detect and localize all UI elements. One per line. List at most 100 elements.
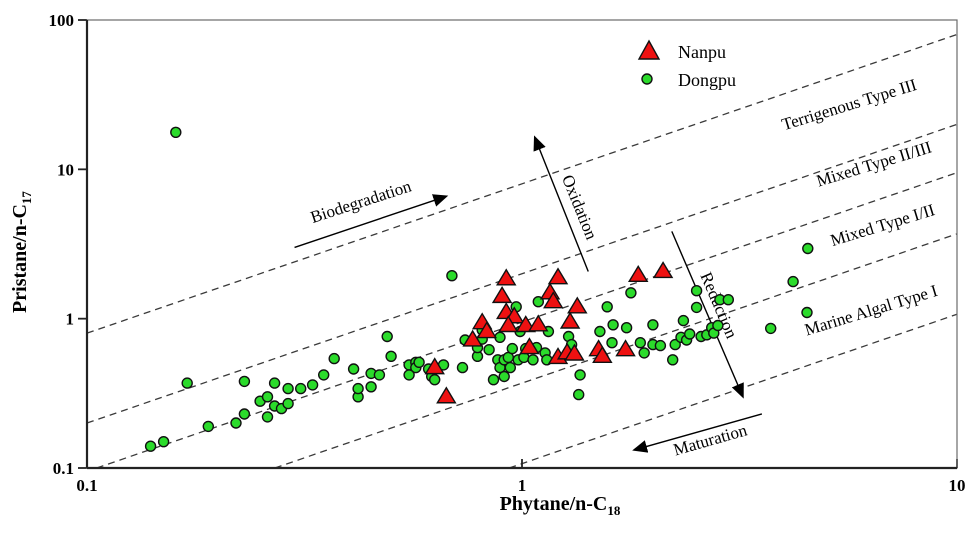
- process-arrows: BiodegradationOxidationReductionMaturati…: [294, 135, 763, 460]
- arrow-line: [671, 231, 744, 399]
- arrow-line: [294, 194, 449, 249]
- data-point-dongpu: [690, 301, 703, 314]
- data-point-dongpu: [373, 369, 386, 381]
- data-point-nanpu: [592, 345, 613, 363]
- data-point-dongpu: [669, 338, 681, 351]
- data-point-dongpu: [268, 377, 281, 389]
- data-point-dongpu: [381, 330, 393, 343]
- data-point-dongpu: [684, 328, 696, 340]
- data-point-dongpu: [318, 369, 330, 381]
- data-point-dongpu: [181, 377, 193, 389]
- data-point-nanpu: [498, 315, 519, 333]
- data-point-dongpu: [144, 440, 157, 452]
- data-point-dongpu: [487, 374, 500, 386]
- data-point-dongpu: [625, 287, 637, 299]
- zone-boundary-lines: [86, 33, 958, 469]
- zone-line: [86, 33, 958, 334]
- data-point-nanpu: [543, 291, 564, 309]
- legend: Nanpu Dongpu: [637, 39, 736, 90]
- data-point-dongpu: [620, 322, 633, 334]
- y-tick-label: 1: [66, 310, 75, 329]
- data-point-nanpu: [515, 315, 536, 333]
- data-point-dongpu: [483, 344, 495, 356]
- data-point-dongpu: [347, 363, 360, 375]
- data-point-nanpu: [436, 386, 457, 404]
- zone-label: Mixed Type I/II: [828, 200, 937, 250]
- data-point-dongpu: [429, 374, 441, 386]
- arrow-line: [632, 413, 763, 453]
- data-point-dongpu: [238, 375, 251, 388]
- arrow-line: [533, 135, 589, 272]
- axes: 0.1 1 10 100 0.1 1 10: [49, 11, 966, 495]
- data-point-dongpu: [352, 382, 364, 395]
- data-point-dongpu: [202, 420, 215, 433]
- y-tick-label: 100: [49, 11, 75, 30]
- data-point-dongpu: [403, 369, 415, 381]
- data-point-dongpu: [328, 352, 340, 365]
- legend-nanpu-label: Nanpu: [678, 42, 726, 62]
- data-point-nanpu: [547, 267, 569, 285]
- x-tick-label: 1: [518, 476, 527, 495]
- data-point-dongpu: [295, 382, 307, 395]
- data-point-dongpu: [238, 408, 251, 420]
- y-axis-label: Pristane/n-C17: [9, 191, 34, 313]
- data-point-dongpu: [634, 337, 646, 349]
- data-point-dongpu: [677, 314, 690, 327]
- data-point-dongpu: [667, 354, 679, 366]
- data-point-dongpu: [607, 319, 619, 331]
- data-point-dongpu: [638, 347, 650, 359]
- data-point-dongpu: [690, 285, 703, 297]
- data-point-dongpu: [413, 356, 425, 368]
- zone-label: Terrigenous Type III: [780, 75, 920, 134]
- data-point-dongpu: [527, 354, 539, 366]
- data-point-nanpu: [528, 314, 549, 332]
- data-point-dongpu: [574, 369, 586, 381]
- data-point-dongpu: [601, 301, 613, 313]
- data-point-dongpu: [494, 331, 506, 343]
- data-point-dongpu: [765, 322, 777, 335]
- zone-line: [509, 313, 958, 469]
- y-tick-label: 0.1: [53, 459, 74, 478]
- legend-nanpu-triangle-icon: [637, 39, 661, 60]
- data-point-dongpu: [722, 294, 734, 306]
- data-point-dongpu: [573, 388, 585, 401]
- data-point-dongpu: [306, 379, 319, 391]
- data-point-nanpu: [567, 296, 588, 314]
- data-point-dongpu: [230, 417, 242, 429]
- zone-line: [274, 233, 958, 469]
- data-point-nanpu: [615, 339, 636, 357]
- data-point-nanpu: [491, 286, 513, 304]
- data-point-nanpu: [564, 343, 585, 361]
- legend-dongpu-label: Dongpu: [678, 70, 736, 90]
- zone-line: [86, 123, 958, 424]
- data-point-dongpu: [261, 411, 274, 423]
- data-point-dongpu: [802, 242, 814, 255]
- legend-dongpu-circle-icon: [641, 73, 653, 85]
- plot-frame: [86, 19, 958, 469]
- data-point-dongpu: [456, 361, 469, 374]
- data-point-dongpu: [170, 126, 182, 139]
- data-point-dongpu: [801, 306, 813, 319]
- data-point-nanpu: [462, 329, 483, 347]
- data-point-dongpu: [654, 339, 667, 352]
- arrow-label: Biodegradation: [308, 176, 414, 227]
- data-point-nanpu: [627, 264, 649, 283]
- arrow-label: Maturation: [671, 420, 749, 459]
- data-point-dongpu: [157, 436, 170, 448]
- zone-label: Mixed Type II/III: [814, 137, 934, 190]
- data-point-dongpu: [282, 397, 294, 410]
- data-point-dongpu: [504, 361, 516, 374]
- data-point-dongpu: [365, 381, 377, 393]
- data-point-dongpu: [647, 319, 659, 331]
- data-point-nanpu: [652, 261, 674, 279]
- zone-line: [96, 172, 958, 469]
- data-point-dongpu: [446, 270, 458, 282]
- y-tick-label: 10: [57, 160, 74, 179]
- data-point-nanpu: [559, 311, 581, 329]
- x-axis-label: Phytane/n-C18: [500, 493, 621, 518]
- x-tick-label: 10: [949, 476, 966, 495]
- data-point-dongpu: [594, 325, 606, 338]
